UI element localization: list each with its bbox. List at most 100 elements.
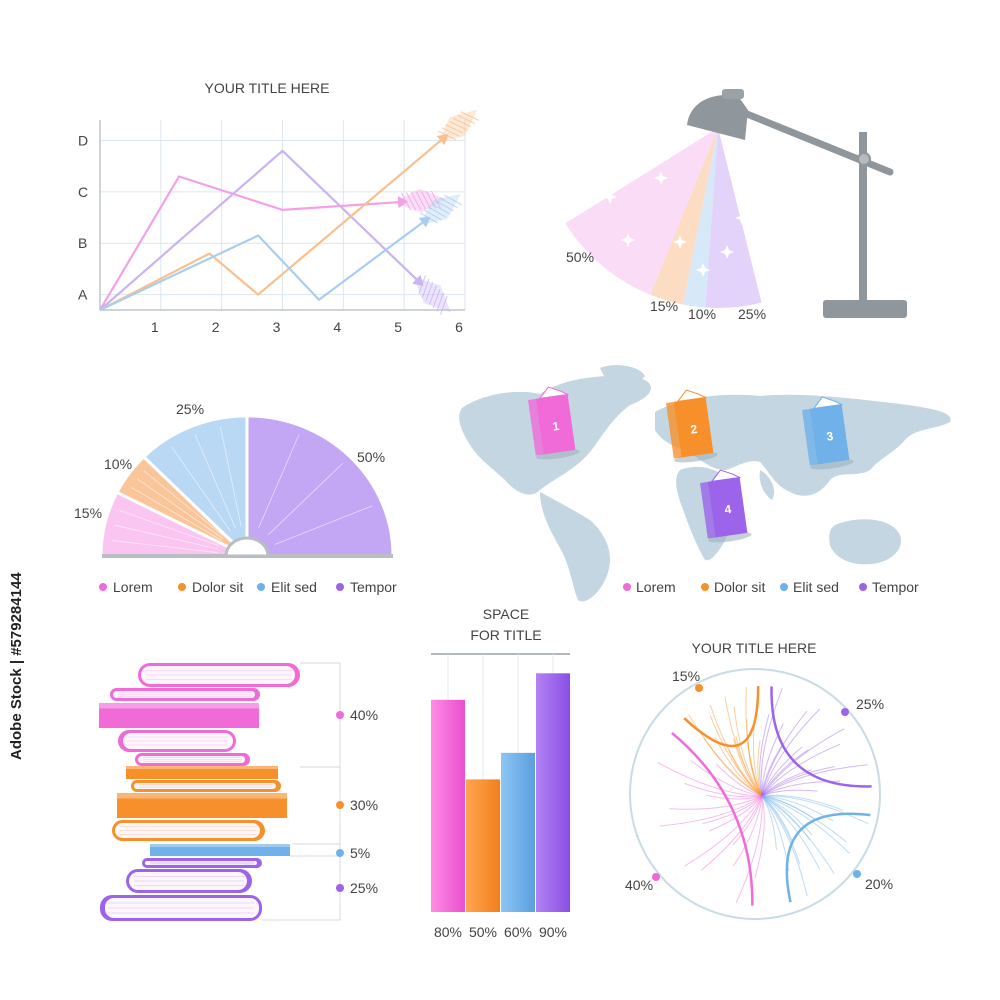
page-stroke (761, 743, 841, 797)
book-spine (126, 766, 278, 779)
book-marker-icon: 1 (528, 386, 580, 460)
book-pages (115, 823, 260, 838)
page-stroke (761, 795, 847, 843)
page-stroke (709, 714, 763, 797)
legend-dot (257, 583, 265, 591)
half-donut-label: 15% (74, 505, 102, 521)
book-highlight (99, 703, 259, 709)
book-pages (123, 733, 233, 749)
book-stack-label: 25% (350, 880, 378, 896)
series-line (99, 221, 424, 311)
arrow-hatch (441, 127, 460, 137)
circle-marker (853, 870, 861, 878)
book-spine (666, 401, 684, 459)
fan-slice (683, 128, 718, 308)
watermark-text: Adobe Stock | #579284144 (8, 572, 25, 760)
legend-dot (623, 583, 631, 591)
lamp-fan-slices (565, 128, 762, 308)
lamp-slice-label: 10% (688, 306, 716, 322)
arrow-hatch (424, 209, 442, 221)
arrowhead-icon (436, 109, 479, 146)
book-stack (99, 663, 300, 921)
cover-stroke (785, 812, 871, 903)
book-pages (113, 691, 255, 698)
page-line (220, 427, 242, 527)
donut-slice (141, 414, 249, 560)
circle-chart-ring (629, 668, 881, 920)
book-cover (809, 404, 850, 465)
page-stroke (754, 795, 765, 879)
arrow-hatch (456, 114, 475, 125)
page-stroke (684, 795, 763, 867)
page-line (131, 486, 222, 541)
world-map-chart: 1 2 3 4 Lorem Dolor sit Elit sed Tempor (459, 365, 951, 602)
circle-chart-title: YOUR TITLE HERE (692, 640, 817, 656)
arrow-hatch (406, 192, 417, 211)
book-pages (710, 469, 742, 482)
circle-label: 25% (856, 696, 884, 712)
page-stroke (761, 789, 818, 797)
legend-item: Lorem (636, 579, 676, 595)
arrow-hatch (425, 191, 437, 209)
book-marker-icon: 2 (666, 389, 718, 463)
page-stroke (735, 735, 763, 797)
page-stroke (702, 795, 763, 825)
series-line (99, 149, 418, 311)
page-line (114, 524, 218, 550)
book-marker-label: 1 (552, 419, 561, 434)
sparkle-icon (696, 263, 710, 277)
fan-slice (705, 128, 762, 308)
page-stroke (733, 795, 763, 867)
book-shadow (810, 459, 854, 470)
x-tick-label: 2 (212, 319, 220, 335)
book-marker-icon: 3 (802, 396, 854, 470)
page-stroke (728, 749, 763, 797)
legend-item: Dolor sit (192, 579, 243, 595)
page-stroke (761, 764, 868, 797)
book-stack-label: 40% (350, 707, 378, 723)
book-spine (117, 793, 287, 818)
legend-item: Tempor (872, 579, 919, 595)
legend-dot (99, 583, 107, 591)
page-stroke (700, 795, 763, 871)
book-cover (707, 477, 748, 538)
book-pages (134, 783, 276, 789)
legend-item: Tempor (350, 579, 397, 595)
page-stroke (761, 723, 784, 797)
x-tick-label: 5 (394, 319, 402, 335)
circle-label: 15% (672, 668, 700, 684)
book-icon (118, 730, 236, 752)
arrow-hatch (429, 285, 437, 305)
lamp-chart: 50% 15% 10% 25% (565, 89, 907, 322)
sparkle-icon (761, 271, 775, 285)
label-dot (336, 711, 344, 719)
half-donut-chart: 15% 10% 25% 50% Lorem Dolor sit Elit sed… (74, 401, 397, 595)
page-stroke (760, 687, 783, 797)
book-icon (142, 858, 262, 868)
book-pages (129, 872, 247, 890)
x-tick-label: 6 (455, 319, 463, 335)
page-stroke (690, 760, 763, 797)
x-tick-label: 1 (151, 319, 159, 335)
page-stroke (657, 761, 763, 797)
page-stroke (705, 794, 763, 800)
sparkle-icon (621, 233, 635, 247)
page-stroke (684, 782, 763, 798)
page-stroke (761, 795, 869, 825)
y-tick-label: C (78, 184, 88, 200)
page-stroke (745, 687, 763, 797)
sparkle-icons (603, 171, 775, 285)
book-pages (538, 386, 570, 399)
page-stroke (761, 795, 794, 843)
arrow-hatch (439, 296, 448, 315)
circle-marker (652, 873, 660, 881)
half-donut-label: 10% (104, 456, 132, 472)
page-line (267, 462, 344, 536)
page-stroke (724, 696, 763, 797)
page-line (194, 434, 236, 529)
page-stroke (761, 746, 803, 797)
page-stroke (747, 741, 763, 797)
circle-chart-sectors (657, 686, 872, 906)
arrow-hatch (432, 203, 450, 215)
page-stroke (761, 795, 811, 841)
